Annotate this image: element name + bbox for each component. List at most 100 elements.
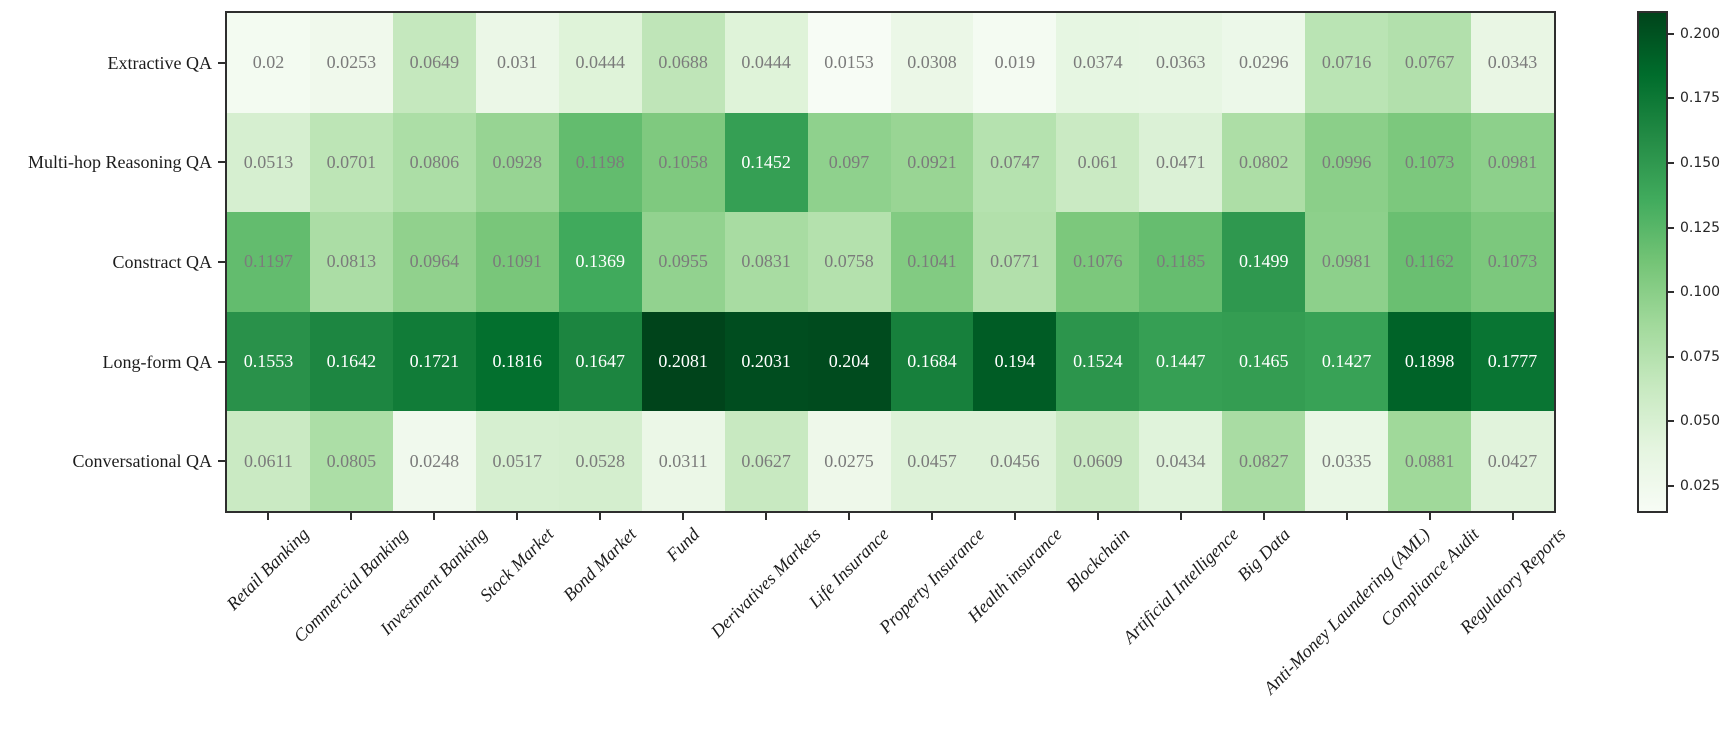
heatmap-cell-Conversational-QA-Regulatory-Reports: 0.0427 — [1471, 411, 1554, 511]
cell-value: 0.0457 — [907, 450, 957, 471]
cell-value: 0.1073 — [1487, 251, 1538, 272]
cell-value: 0.1076 — [1073, 251, 1123, 272]
heatmap-cell-Extractive-QA-Artificial-Intelligence: 0.0363 — [1139, 13, 1223, 113]
cell-value: 0.1185 — [1156, 251, 1206, 272]
cell-value: 0.0758 — [824, 251, 874, 272]
colorbar-tick-label: 0.100 — [1680, 284, 1721, 301]
x-tick-mark — [1428, 513, 1431, 520]
heatmap-cell-Conversational-QA-Property-Insurance: 0.0457 — [890, 411, 974, 511]
y-tick-mark — [218, 360, 225, 363]
heatmap-cell-Conversational-QA-Stock-Market: 0.0517 — [475, 411, 559, 511]
colorbar-tick-mark — [1668, 291, 1674, 294]
cell-value: 0.0981 — [1487, 151, 1538, 172]
x-tick-label-Fund: Fund — [662, 524, 704, 566]
cell-value: 0.0513 — [243, 151, 294, 172]
cell-value: 0.0153 — [824, 52, 874, 73]
heatmap-cell-Multi-hop-Reasoning-QA-Big-Data: 0.0802 — [1222, 112, 1306, 213]
cell-value: 0.0444 — [575, 52, 625, 73]
heatmap-cell-Constract-QA-Regulatory-Reports: 0.1073 — [1471, 212, 1554, 312]
cell-value: 0.1553 — [243, 351, 294, 372]
heatmap-cell-Long-form-QA-Stock-Market: 0.1816 — [475, 311, 559, 412]
heatmap-cell-Constract-QA-Commercial-Banking: 0.0813 — [309, 212, 393, 312]
cell-value: 0.0928 — [492, 151, 543, 172]
x-tick-mark — [682, 513, 685, 520]
heatmap-cell-Constract-QA-Health-insurance: 0.0771 — [973, 212, 1057, 312]
cell-value: 0.0517 — [492, 450, 543, 471]
heatmap-cell-Constract-QA-Anti-Money-Laundering-(AML): 0.0981 — [1305, 212, 1389, 312]
x-tick-mark — [1345, 513, 1348, 520]
cell-value: 0.1427 — [1321, 351, 1372, 372]
heatmap-cell-Conversational-QA-Investment-Banking: 0.0248 — [392, 411, 476, 511]
x-tick-label-Artificial-Intelligence: Artificial Intelligence — [1118, 523, 1243, 648]
heatmap-cell-Constract-QA-Life-Insurance: 0.0758 — [807, 212, 891, 312]
x-tick-mark — [930, 513, 933, 520]
cell-value: 0.031 — [497, 52, 538, 73]
heatmap-cell-Long-form-QA-Investment-Banking: 0.1721 — [392, 311, 476, 412]
x-tick-mark — [765, 513, 768, 520]
y-tick-label-Conversational-QA: Conversational QA — [72, 451, 212, 472]
heatmap-cell-Extractive-QA-Fund: 0.0688 — [641, 13, 725, 113]
heatmap-cell-Conversational-QA-Big-Data: 0.0827 — [1222, 411, 1306, 511]
heatmap-plot-area: 0.02 0.0253 0.0649 0.031 0.0444 0.0688 0.0444 0… — [225, 11, 1556, 513]
heatmap-cell-Extractive-QA-Compliance-Audit: 0.0767 — [1388, 13, 1472, 113]
x-tick-mark — [599, 513, 602, 520]
colorbar-tick-label: 0.175 — [1680, 90, 1721, 107]
heatmap-cell-Long-form-QA-Compliance-Audit: 0.1898 — [1388, 311, 1472, 412]
heatmap-cell-Extractive-QA-Investment-Banking: 0.0649 — [392, 13, 476, 113]
heatmap-cell-Long-form-QA-Bond-Market: 0.1647 — [558, 311, 642, 412]
heatmap-cell-Extractive-QA-Blockchain: 0.0374 — [1056, 13, 1140, 113]
x-tick-mark — [516, 513, 519, 520]
cell-value: 0.1041 — [907, 251, 957, 272]
y-tick-mark — [218, 460, 225, 463]
x-tick-mark — [1013, 513, 1016, 520]
y-tick-label-Long-form-QA: Long-form QA — [102, 351, 212, 372]
heatmap-cell-Conversational-QA-Blockchain: 0.0609 — [1056, 411, 1140, 511]
heatmap-cell-Extractive-QA-Anti-Money-Laundering-(AML): 0.0716 — [1305, 13, 1389, 113]
cell-value: 0.0996 — [1321, 151, 1372, 172]
colorbar-tick-mark — [1668, 97, 1674, 100]
cell-value: 0.1684 — [907, 351, 957, 372]
x-tick-mark — [267, 513, 270, 520]
heatmap-cell-Conversational-QA-Commercial-Banking: 0.0805 — [309, 411, 393, 511]
heatmap-cell-Multi-hop-Reasoning-QA-Stock-Market: 0.0928 — [475, 112, 559, 213]
cell-value: 0.097 — [828, 151, 870, 172]
cell-value: 0.1162 — [1405, 251, 1455, 272]
cell-value: 0.0688 — [658, 52, 708, 73]
cell-value: 0.0881 — [1404, 450, 1455, 471]
cell-value: 0.0767 — [1404, 52, 1455, 73]
cell-value: 0.1091 — [492, 251, 543, 272]
colorbar-tick-mark — [1668, 355, 1674, 358]
cell-value: 0.0311 — [658, 450, 708, 471]
x-tick-label-Big-Data: Big Data — [1233, 524, 1294, 585]
heatmap-cell-Multi-hop-Reasoning-QA-Commercial-Banking: 0.0701 — [309, 112, 393, 213]
colorbar-tick-mark — [1668, 162, 1674, 165]
y-tick-mark — [218, 161, 225, 164]
cell-value: 0.0434 — [1156, 450, 1206, 471]
x-tick-mark — [1096, 513, 1099, 520]
cell-value: 0.0771 — [990, 251, 1040, 272]
y-tick-mark — [218, 261, 225, 263]
cell-value: 0.061 — [1077, 151, 1119, 172]
colorbar-tick-label: 0.075 — [1680, 348, 1721, 365]
x-tick-mark — [848, 513, 851, 520]
cell-value: 0.1452 — [741, 151, 791, 172]
heatmap-cell-Constract-QA-Blockchain: 0.1076 — [1056, 212, 1140, 312]
cell-value: 0.1777 — [1487, 351, 1538, 372]
cell-value: 0.1721 — [409, 351, 460, 372]
cell-value: 0.2081 — [658, 351, 708, 372]
heatmap-cell-Conversational-QA-Artificial-Intelligence: 0.0434 — [1139, 411, 1223, 511]
cell-value: 0.0253 — [326, 52, 377, 73]
cell-value: 0.0444 — [741, 52, 791, 73]
x-tick-mark — [1511, 513, 1514, 520]
colorbar-tick-mark — [1668, 484, 1674, 487]
heatmap-cell-Conversational-QA-Bond-Market: 0.0528 — [558, 411, 642, 511]
heatmap-cell-Extractive-QA-Commercial-Banking: 0.0253 — [309, 13, 393, 113]
colorbar-tick-mark — [1668, 226, 1674, 229]
heatmap-cell-Constract-QA-Investment-Banking: 0.0964 — [392, 212, 476, 312]
heatmap-cell-Multi-hop-Reasoning-QA-Artificial-Intelligence: 0.0471 — [1139, 112, 1223, 213]
colorbar-tick-mark — [1668, 32, 1674, 35]
y-tick-mark — [218, 61, 225, 64]
cell-value: 0.0308 — [907, 52, 957, 73]
cell-value: 0.0805 — [326, 450, 377, 471]
